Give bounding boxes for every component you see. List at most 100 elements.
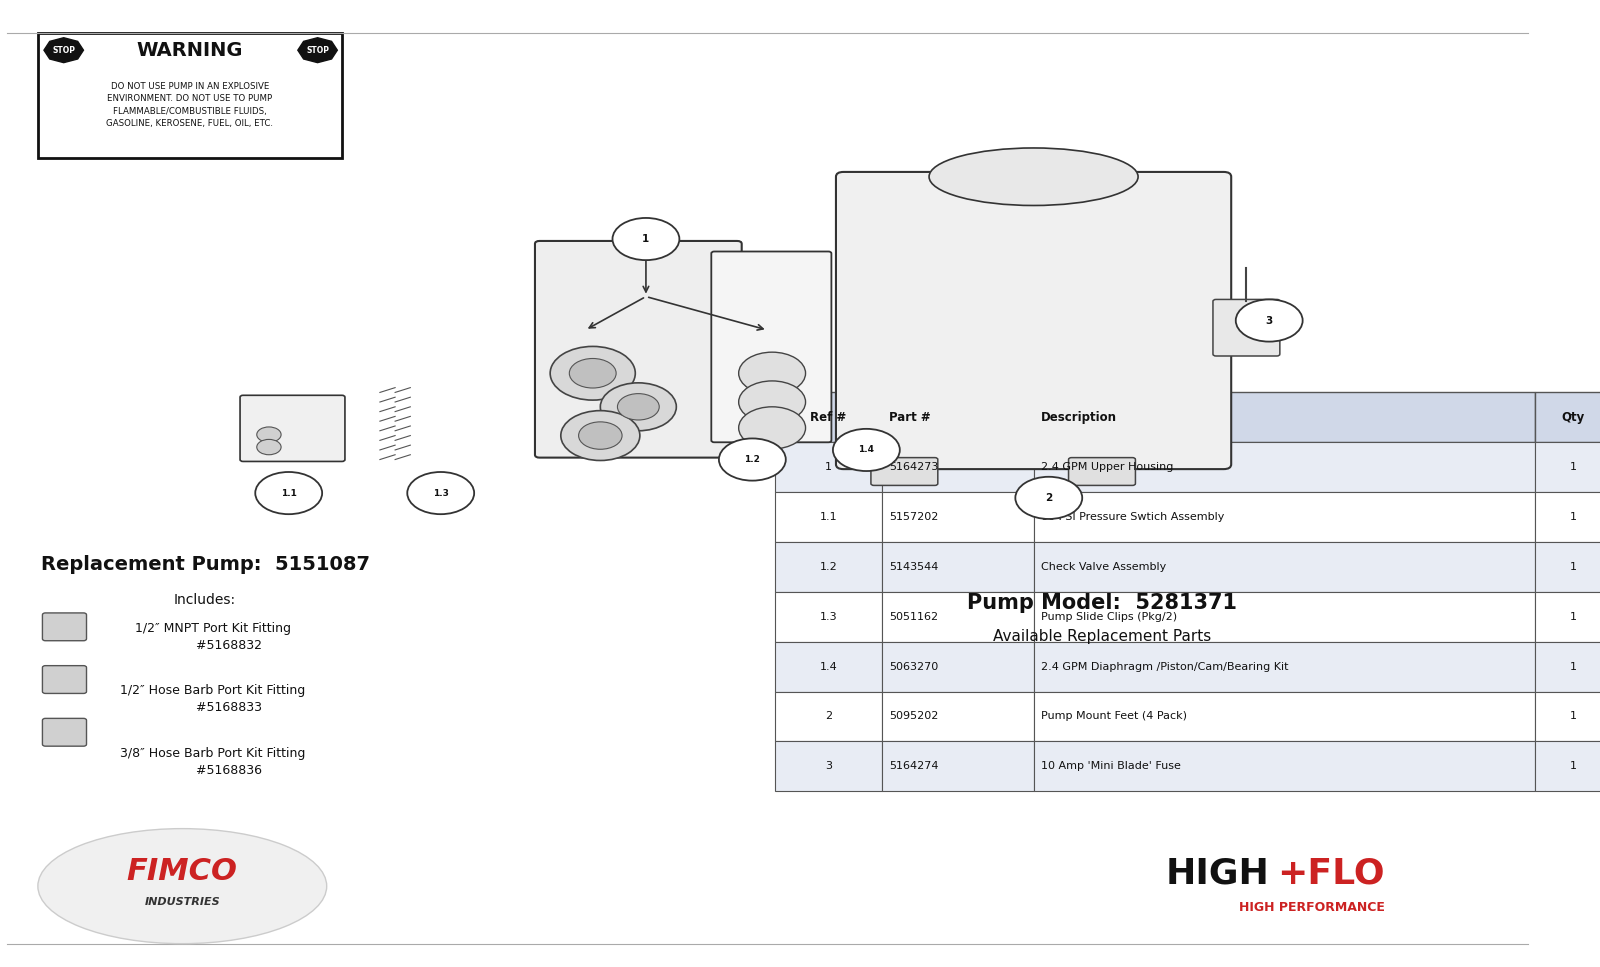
Circle shape — [618, 394, 659, 420]
FancyBboxPatch shape — [870, 457, 938, 485]
FancyBboxPatch shape — [774, 393, 882, 442]
Text: 60 PSI Pressure Swtich Assembly: 60 PSI Pressure Swtich Assembly — [1042, 513, 1224, 522]
Text: 1: 1 — [642, 234, 650, 244]
Circle shape — [1016, 477, 1082, 519]
Text: 3: 3 — [1266, 315, 1274, 326]
Text: Pump Model:  5281371: Pump Model: 5281371 — [966, 594, 1237, 613]
Text: 2: 2 — [824, 712, 832, 721]
FancyBboxPatch shape — [774, 492, 882, 542]
Text: 1: 1 — [1570, 761, 1576, 772]
Text: STOP: STOP — [306, 45, 330, 55]
Text: 1.2: 1.2 — [819, 562, 837, 571]
Text: HIGH: HIGH — [1165, 857, 1269, 891]
FancyBboxPatch shape — [774, 442, 882, 492]
Text: 1.4: 1.4 — [858, 446, 874, 454]
Text: 5063270: 5063270 — [890, 661, 939, 672]
FancyBboxPatch shape — [1034, 442, 1536, 492]
FancyBboxPatch shape — [1536, 592, 1600, 642]
FancyBboxPatch shape — [1536, 691, 1600, 742]
Text: Description: Description — [1042, 411, 1117, 424]
Ellipse shape — [930, 148, 1138, 205]
Text: 1.1: 1.1 — [819, 513, 837, 522]
Text: 1: 1 — [1570, 513, 1576, 522]
Text: Pump Slide Clips (Pkg/2): Pump Slide Clips (Pkg/2) — [1042, 612, 1178, 622]
Text: 3/8″ Hose Barb Port Kit Fitting
        #5168836: 3/8″ Hose Barb Port Kit Fitting #5168836 — [120, 747, 306, 777]
Circle shape — [570, 359, 616, 388]
Circle shape — [718, 438, 786, 481]
Text: 1: 1 — [1570, 712, 1576, 721]
FancyBboxPatch shape — [43, 665, 86, 693]
FancyBboxPatch shape — [1069, 457, 1136, 485]
Text: Qty: Qty — [1562, 411, 1586, 424]
Text: FIMCO: FIMCO — [126, 858, 238, 887]
Text: 1.2: 1.2 — [744, 455, 760, 464]
Text: 5051162: 5051162 — [890, 612, 938, 622]
Circle shape — [834, 428, 899, 471]
FancyBboxPatch shape — [43, 613, 86, 641]
Circle shape — [256, 472, 322, 514]
Text: 2.4 GPM Diaphragm /Piston/Cam/Bearing Kit: 2.4 GPM Diaphragm /Piston/Cam/Bearing Ki… — [1042, 661, 1288, 672]
Text: 1.4: 1.4 — [819, 661, 837, 672]
FancyBboxPatch shape — [1034, 691, 1536, 742]
FancyBboxPatch shape — [1034, 542, 1536, 592]
Text: 1.1: 1.1 — [280, 488, 296, 498]
Text: Check Valve Assembly: Check Valve Assembly — [1042, 562, 1166, 571]
Text: +FLO: +FLO — [1277, 857, 1384, 891]
Text: STOP: STOP — [53, 45, 75, 55]
FancyBboxPatch shape — [43, 718, 86, 747]
FancyBboxPatch shape — [882, 742, 1034, 791]
Text: 5157202: 5157202 — [890, 513, 939, 522]
FancyBboxPatch shape — [774, 742, 882, 791]
Text: Part #: Part # — [890, 411, 931, 424]
Circle shape — [1235, 300, 1302, 341]
Circle shape — [408, 472, 474, 514]
Text: Pump Mount Feet (4 Pack): Pump Mount Feet (4 Pack) — [1042, 712, 1187, 721]
Text: 5164274: 5164274 — [890, 761, 939, 772]
FancyBboxPatch shape — [1536, 742, 1600, 791]
Text: 2: 2 — [1045, 493, 1053, 503]
FancyBboxPatch shape — [774, 542, 882, 592]
FancyBboxPatch shape — [534, 241, 742, 457]
Text: 1: 1 — [1570, 562, 1576, 571]
Text: 1/2″ Hose Barb Port Kit Fitting
        #5168833: 1/2″ Hose Barb Port Kit Fitting #5168833 — [120, 685, 306, 715]
Circle shape — [613, 218, 680, 260]
Text: 1.3: 1.3 — [432, 488, 448, 498]
Text: Replacement Pump:  5151087: Replacement Pump: 5151087 — [40, 555, 370, 574]
Text: DO NOT USE PUMP IN AN EXPLOSIVE
ENVIRONMENT. DO NOT USE TO PUMP
FLAMMABLE/COMBUS: DO NOT USE PUMP IN AN EXPLOSIVE ENVIRONM… — [106, 82, 274, 129]
Text: Available Replacement Parts: Available Replacement Parts — [994, 630, 1211, 644]
FancyBboxPatch shape — [774, 642, 882, 691]
FancyBboxPatch shape — [774, 592, 882, 642]
FancyBboxPatch shape — [882, 442, 1034, 492]
Circle shape — [256, 439, 282, 454]
FancyBboxPatch shape — [882, 642, 1034, 691]
FancyBboxPatch shape — [1034, 742, 1536, 791]
Text: 1.3: 1.3 — [819, 612, 837, 622]
FancyBboxPatch shape — [1536, 642, 1600, 691]
Text: 5095202: 5095202 — [890, 712, 939, 721]
Text: 1: 1 — [1570, 661, 1576, 672]
Text: 10 Amp 'Mini Blade' Fuse: 10 Amp 'Mini Blade' Fuse — [1042, 761, 1181, 772]
Text: 3: 3 — [826, 761, 832, 772]
Text: Ref #: Ref # — [810, 411, 846, 424]
FancyBboxPatch shape — [712, 251, 832, 442]
Circle shape — [550, 346, 635, 400]
FancyBboxPatch shape — [1034, 592, 1536, 642]
FancyBboxPatch shape — [882, 542, 1034, 592]
Circle shape — [739, 407, 805, 449]
Text: INDUSTRIES: INDUSTRIES — [144, 897, 221, 907]
Circle shape — [739, 381, 805, 424]
Text: HIGH PERFORMANCE: HIGH PERFORMANCE — [1238, 900, 1384, 914]
FancyBboxPatch shape — [774, 691, 882, 742]
Text: Includes:: Includes: — [174, 594, 237, 607]
FancyBboxPatch shape — [835, 172, 1232, 469]
Circle shape — [562, 411, 640, 460]
Circle shape — [256, 427, 282, 442]
Text: 1: 1 — [1570, 612, 1576, 622]
FancyBboxPatch shape — [240, 396, 346, 461]
FancyBboxPatch shape — [38, 33, 342, 158]
FancyBboxPatch shape — [882, 691, 1034, 742]
Circle shape — [739, 352, 805, 395]
Circle shape — [600, 383, 677, 430]
FancyBboxPatch shape — [1034, 642, 1536, 691]
Text: 1/2″ MNPT Port Kit Fitting
        #5168832: 1/2″ MNPT Port Kit Fitting #5168832 — [134, 622, 291, 652]
